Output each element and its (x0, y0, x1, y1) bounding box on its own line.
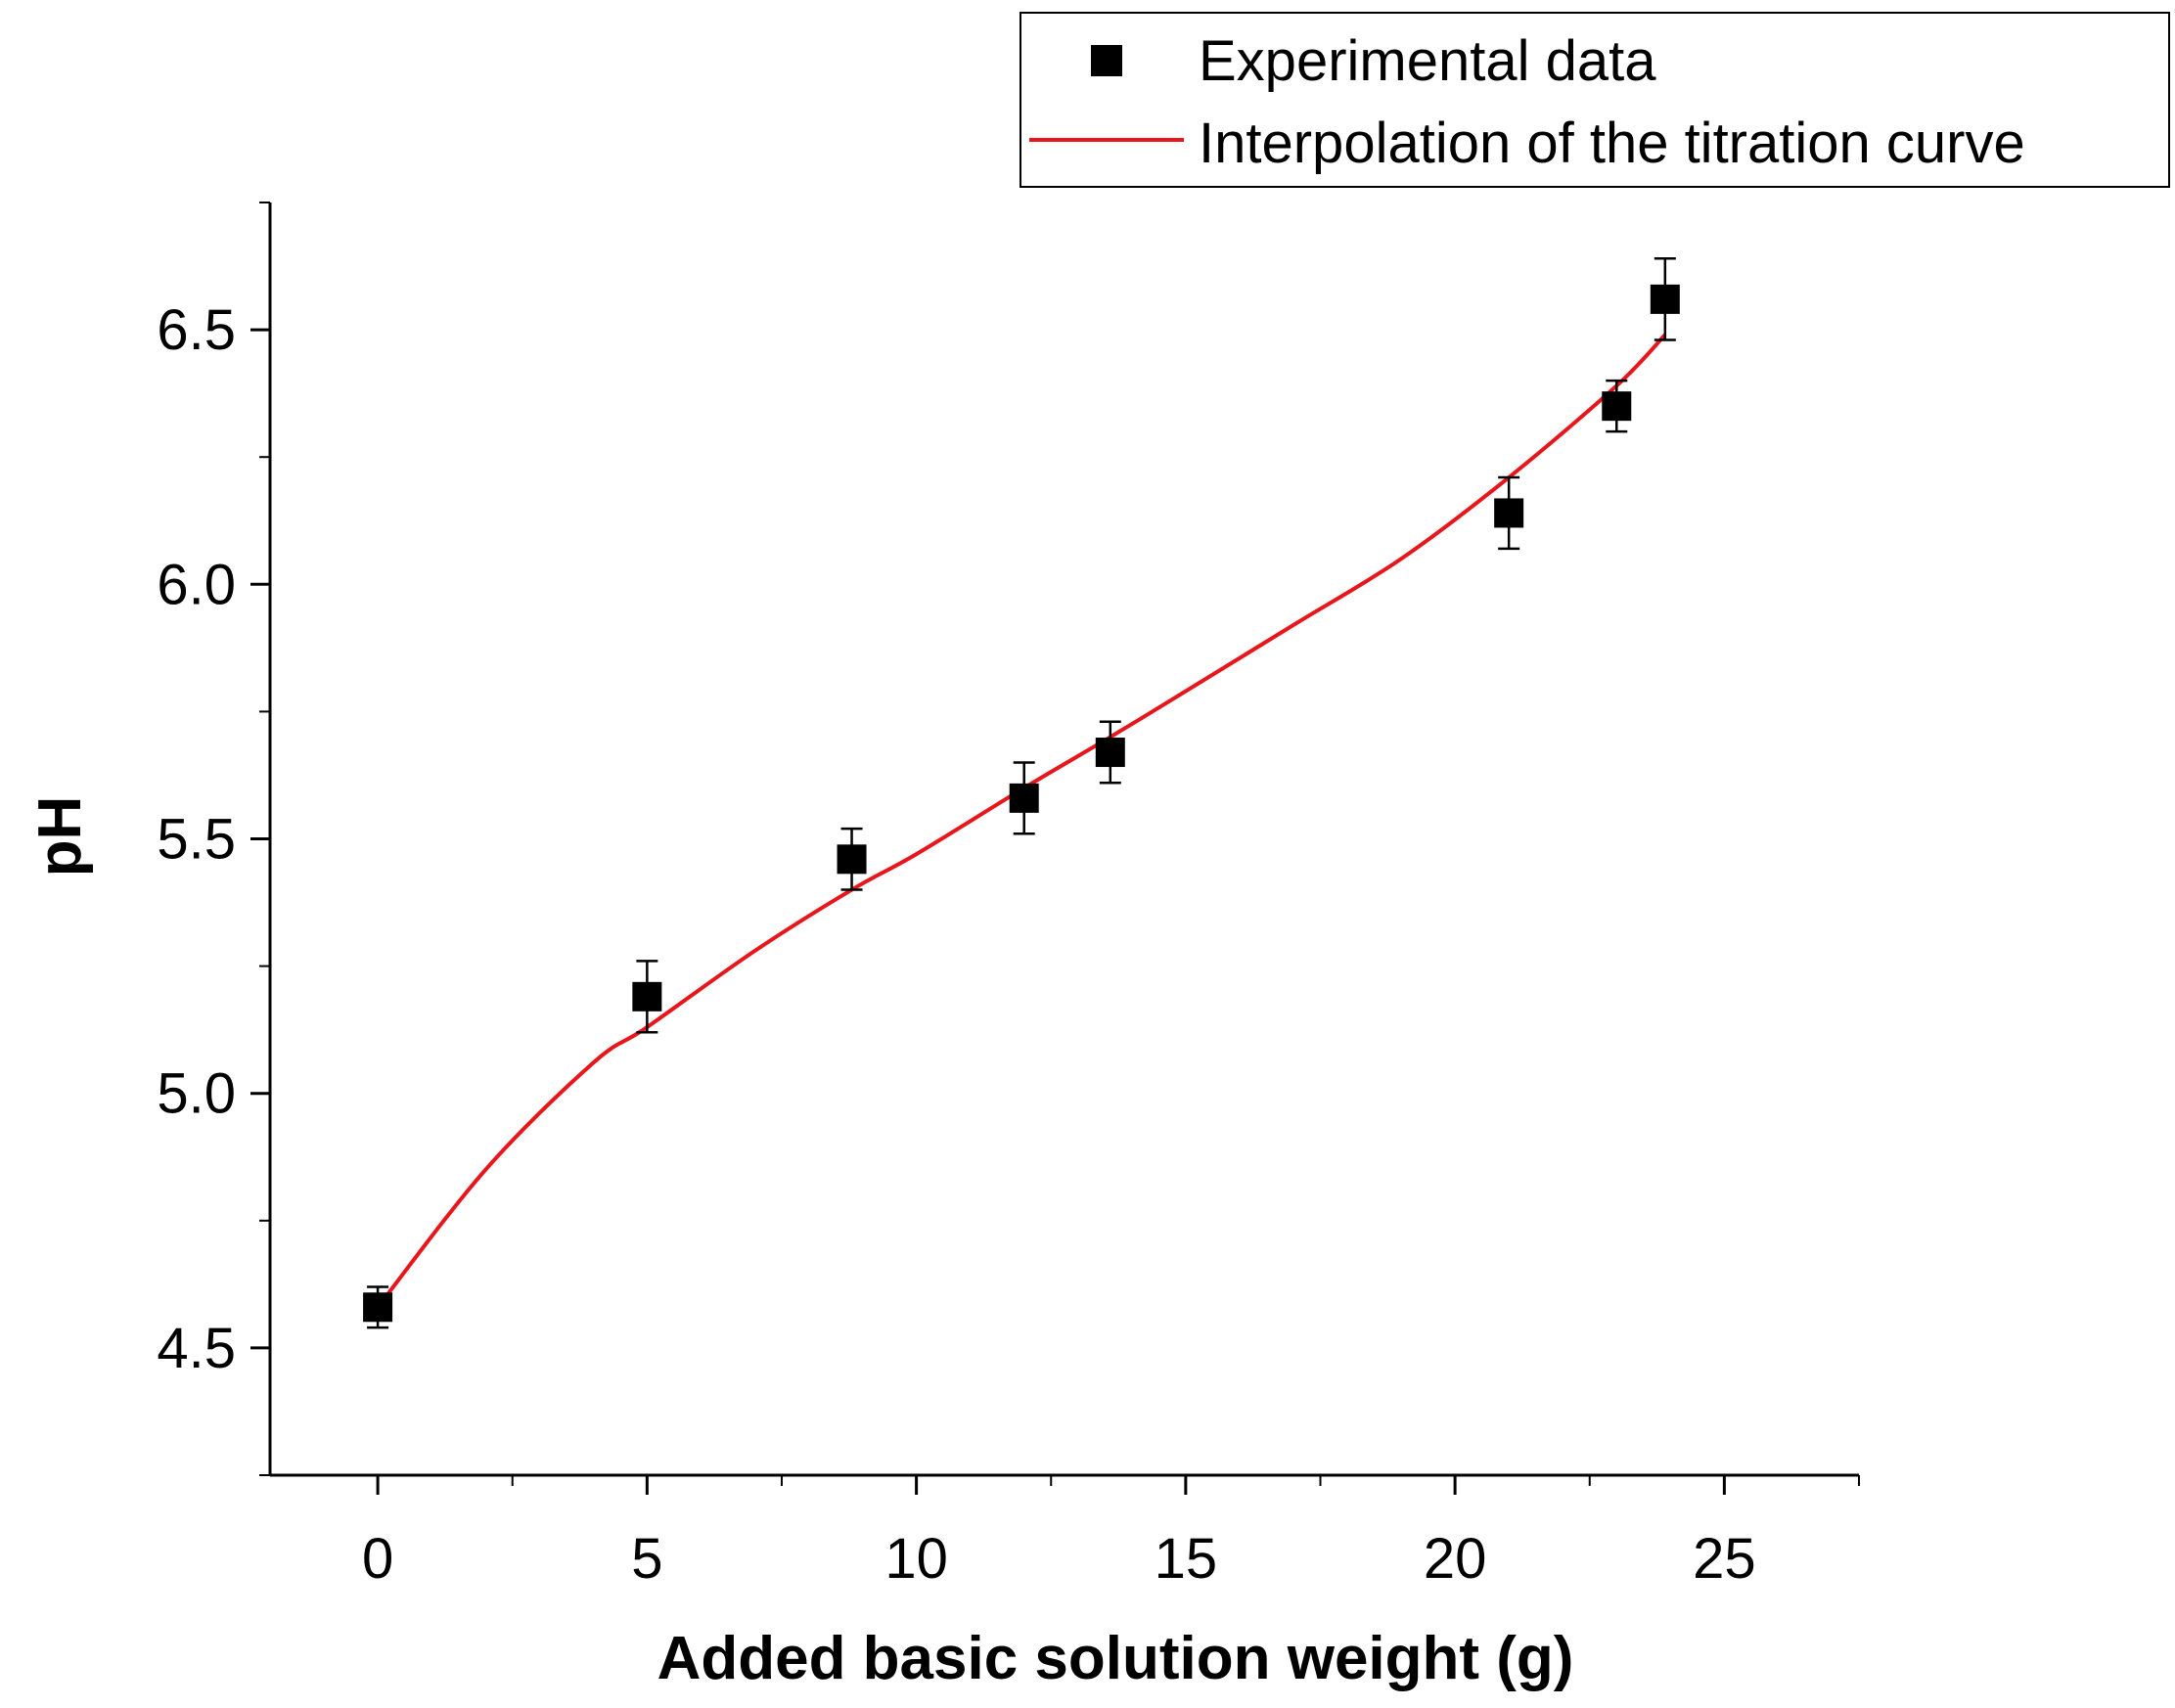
data-point (363, 1292, 393, 1323)
data-point (632, 981, 662, 1011)
x-tick-label: 5 (631, 1527, 662, 1591)
x-tick-label: 20 (1424, 1527, 1487, 1591)
legend-label-experimental: Experimental data (1199, 29, 1656, 93)
legend-box (1020, 12, 2170, 188)
legend-label-interpolation: Interpolation of the titration curve (1199, 112, 2025, 175)
interpolation-curve-layer (376, 333, 1667, 1309)
interpolation-curve (376, 333, 1667, 1309)
y-tick-label: 5.0 (157, 1062, 236, 1126)
y-tick-label: 5.5 (157, 808, 236, 872)
data-point (837, 844, 867, 875)
x-tick-label: 25 (1693, 1527, 1756, 1591)
x-tick-label: 15 (1155, 1527, 1218, 1591)
legend: Experimental data Interpolation of the t… (1020, 12, 2170, 188)
experimental-points-layer (363, 256, 1680, 1329)
data-point (1494, 498, 1524, 528)
axes: 0 5 10 15 20 25 4.5 5.0 5.5 6.0 6.5 (157, 202, 1860, 1591)
y-tick-label: 4.5 (157, 1317, 236, 1380)
legend-marker-experimental (1091, 45, 1122, 76)
data-point (1602, 391, 1632, 422)
x-axis-title: Added basic solution weight (g) (657, 1625, 1574, 1692)
data-point (1650, 284, 1680, 314)
y-tick-label: 6.0 (157, 553, 236, 616)
x-tick-label: 0 (362, 1527, 393, 1591)
y-axis-title: pH (26, 796, 94, 877)
data-point (1009, 783, 1039, 813)
x-tick-label: 10 (884, 1527, 948, 1591)
y-tick-label: 6.5 (157, 298, 236, 362)
data-point (1095, 738, 1125, 768)
